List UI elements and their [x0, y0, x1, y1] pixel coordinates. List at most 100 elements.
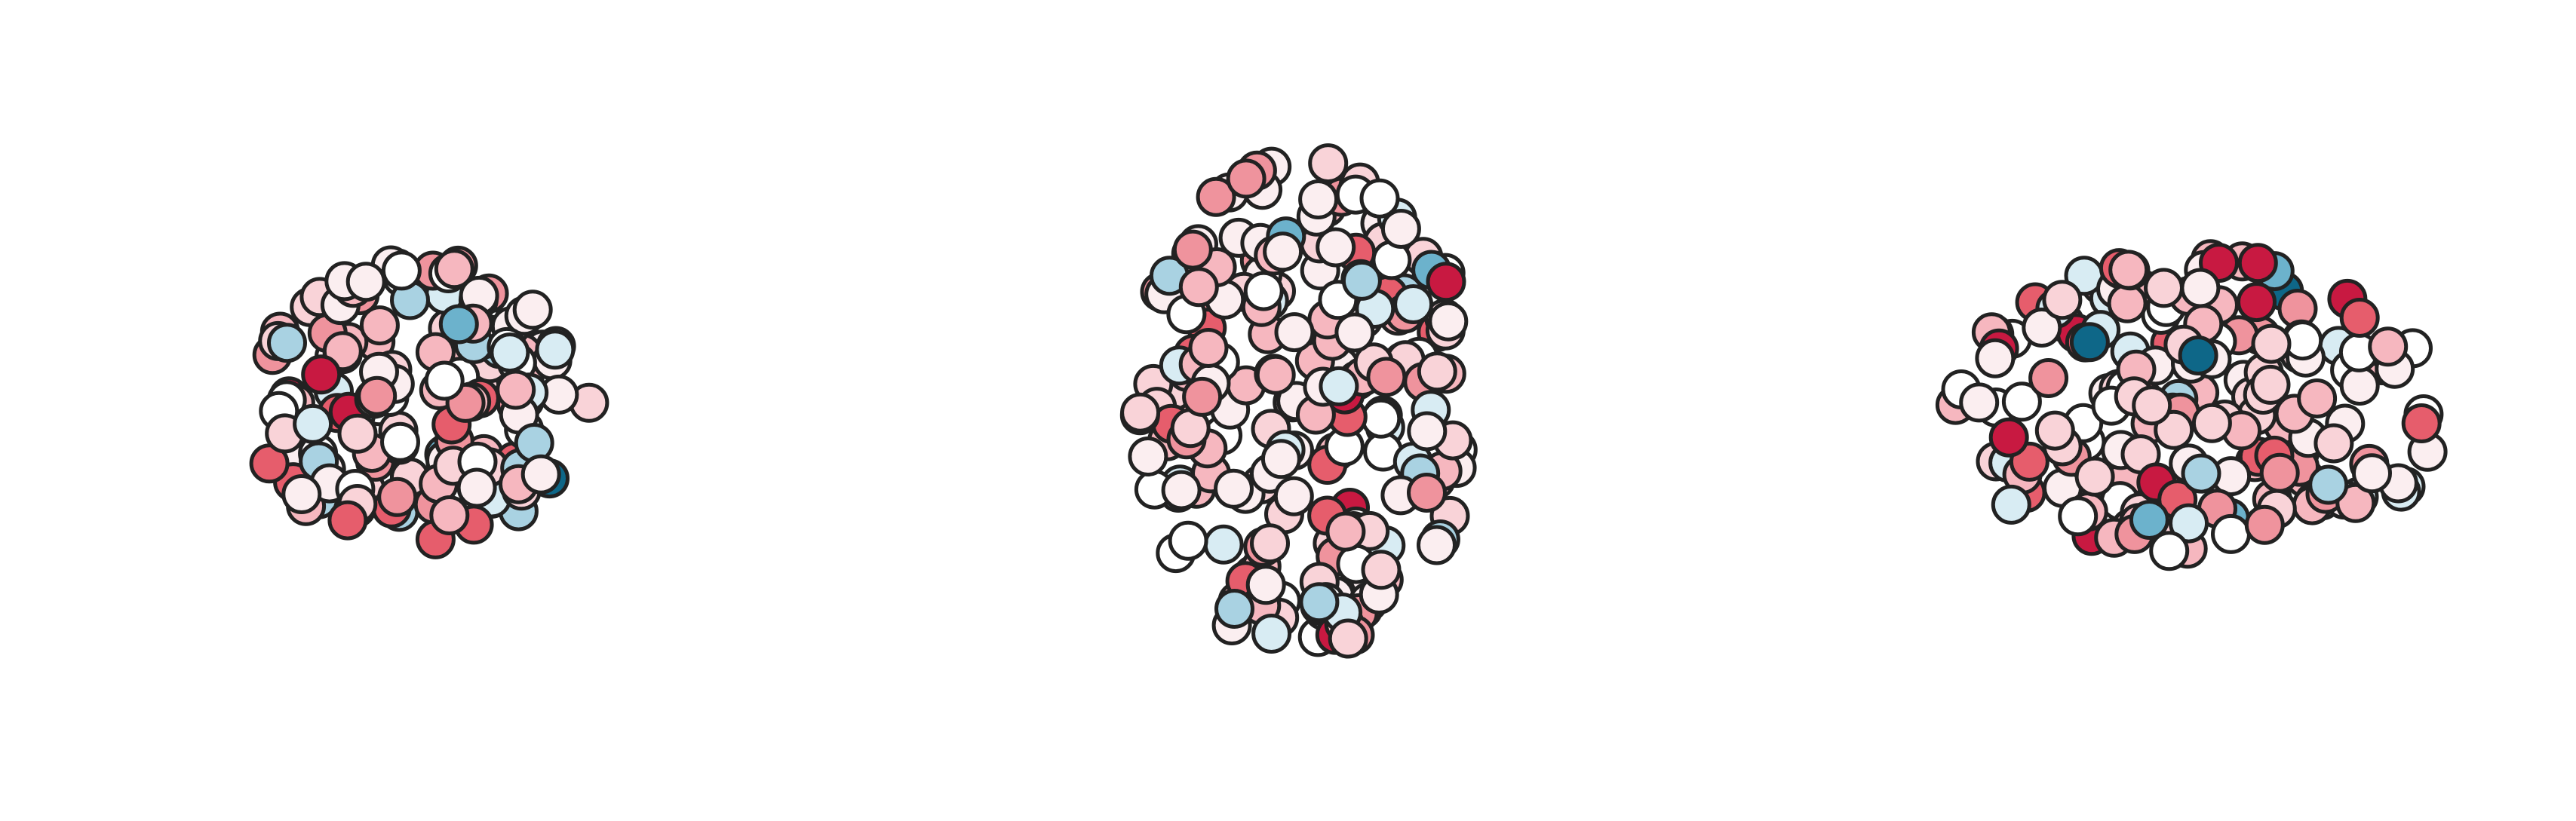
node: [2108, 250, 2149, 290]
node: [2244, 504, 2285, 545]
node: [2058, 496, 2099, 537]
node: [1988, 417, 2029, 458]
node: [281, 474, 322, 514]
node: [293, 403, 333, 444]
node: [2129, 500, 2169, 540]
node: [2180, 268, 2221, 308]
node: [2308, 464, 2349, 505]
node: [1393, 284, 1434, 324]
node: [1341, 260, 1382, 301]
node: [337, 413, 378, 454]
sagittal-view: [1935, 239, 2448, 571]
node: [2368, 326, 2409, 367]
node: [1274, 312, 1315, 353]
node: [1120, 392, 1161, 433]
node: [1250, 523, 1290, 564]
node: [1426, 262, 1466, 302]
node: [2107, 283, 2148, 323]
node: [1243, 271, 1284, 311]
node: [2211, 513, 2251, 554]
node: [377, 476, 418, 517]
node: [1366, 357, 1407, 397]
node: [1325, 511, 1366, 552]
node: [2022, 308, 2062, 348]
node: [1299, 582, 1340, 623]
node: [301, 354, 342, 395]
node: [1161, 470, 1202, 510]
node: [1417, 351, 1457, 392]
node: [438, 304, 479, 345]
node: [1245, 565, 1286, 605]
node: [2250, 364, 2291, 405]
node: [2074, 456, 2115, 497]
node: [359, 305, 400, 346]
node: [1991, 484, 2031, 525]
coronal-view: [249, 245, 609, 559]
node: [2251, 323, 2292, 364]
node: [496, 369, 536, 410]
node: [1128, 437, 1168, 476]
node: [1273, 476, 1314, 516]
node: [1975, 338, 2016, 378]
node: [267, 323, 307, 363]
node: [2191, 403, 2232, 443]
node: [429, 495, 470, 535]
node: [1226, 158, 1267, 199]
node: [2313, 423, 2354, 464]
node: [1417, 525, 1457, 565]
node: [1407, 411, 1448, 452]
node: [1308, 143, 1349, 184]
node: [1263, 231, 1303, 272]
node: [1380, 209, 1421, 249]
node: [512, 289, 553, 330]
node: [1214, 589, 1254, 629]
node: [1255, 354, 1296, 395]
node: [2297, 378, 2338, 418]
node: [424, 360, 465, 401]
node: [1361, 550, 1402, 590]
node: [327, 500, 368, 541]
node: [345, 262, 386, 302]
node: [456, 467, 497, 508]
node: [2132, 385, 2172, 426]
node: [1328, 618, 1368, 659]
axial-view: [1119, 143, 1478, 659]
node: [434, 249, 474, 289]
node: [1298, 179, 1339, 219]
node: [1188, 328, 1229, 368]
node: [2042, 280, 2083, 320]
node: [1319, 366, 1359, 406]
node: [1361, 398, 1402, 439]
node: [490, 332, 530, 373]
node: [2401, 403, 2442, 443]
node: [1251, 614, 1292, 654]
node: [1959, 382, 2000, 423]
node: [2339, 366, 2380, 406]
node: [380, 421, 420, 462]
node: [2169, 503, 2209, 544]
node: [1196, 176, 1236, 217]
node: [2339, 298, 2380, 338]
node: [1168, 520, 1208, 561]
node: [2028, 358, 2069, 398]
node: [1359, 178, 1400, 219]
node: [2001, 381, 2042, 422]
node: [1407, 473, 1447, 513]
node: [2352, 453, 2392, 494]
node: [1316, 227, 1356, 268]
node: [1214, 468, 1254, 509]
node: [1260, 439, 1301, 479]
node: [1428, 301, 1469, 342]
node: [357, 375, 398, 416]
node: [2069, 322, 2110, 363]
node: [2237, 282, 2277, 323]
node: [2144, 268, 2184, 308]
node: [2154, 409, 2194, 450]
node: [2149, 531, 2190, 571]
node: [535, 329, 576, 370]
node: [2034, 410, 2075, 451]
node: [2237, 243, 2278, 283]
node: [2335, 482, 2376, 523]
